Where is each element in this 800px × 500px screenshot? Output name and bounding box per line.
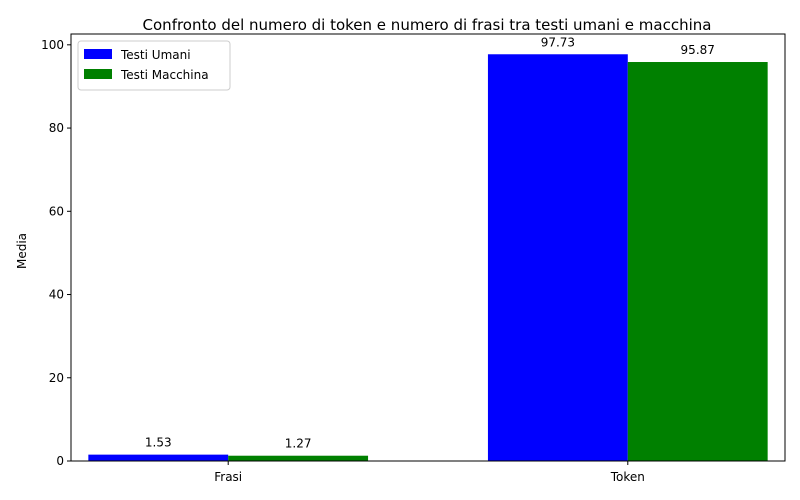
- y-tick-label: 20: [49, 371, 64, 385]
- y-axis-label: Media: [15, 233, 29, 269]
- bar: [88, 454, 229, 461]
- y-tick-label: 100: [41, 38, 64, 52]
- y-tick-label: 40: [49, 288, 64, 302]
- legend-swatch: [84, 69, 112, 79]
- y-tick-label: 80: [49, 121, 64, 135]
- y-tick-label: 0: [56, 454, 64, 468]
- bar: [627, 62, 768, 461]
- y-tick-label: 60: [49, 204, 64, 218]
- data-label: 1.53: [145, 436, 172, 450]
- data-label: 97.73: [541, 35, 575, 49]
- plot-area: 0 20 40 60 80 100 1.53 1.27 Frasi 97.73 95.87 Token: [41, 35, 768, 484]
- legend-entry: Testi Macchina: [120, 68, 209, 82]
- legend-swatch: [84, 49, 112, 59]
- legend-entry: Testi Umani: [120, 48, 191, 62]
- data-label: 95.87: [681, 43, 715, 57]
- legend-box: [77, 40, 231, 91]
- bar: [487, 54, 628, 461]
- chart-title: Confronto del numero di token e numero d…: [143, 16, 712, 34]
- x-tick-label: Frasi: [214, 470, 242, 484]
- bar: [228, 455, 369, 461]
- plot-frame: [70, 33, 786, 462]
- data-label: 1.27: [285, 437, 312, 451]
- legend: Testi Umani Testi Macchina: [77, 40, 231, 91]
- x-tick-label: Token: [610, 470, 645, 484]
